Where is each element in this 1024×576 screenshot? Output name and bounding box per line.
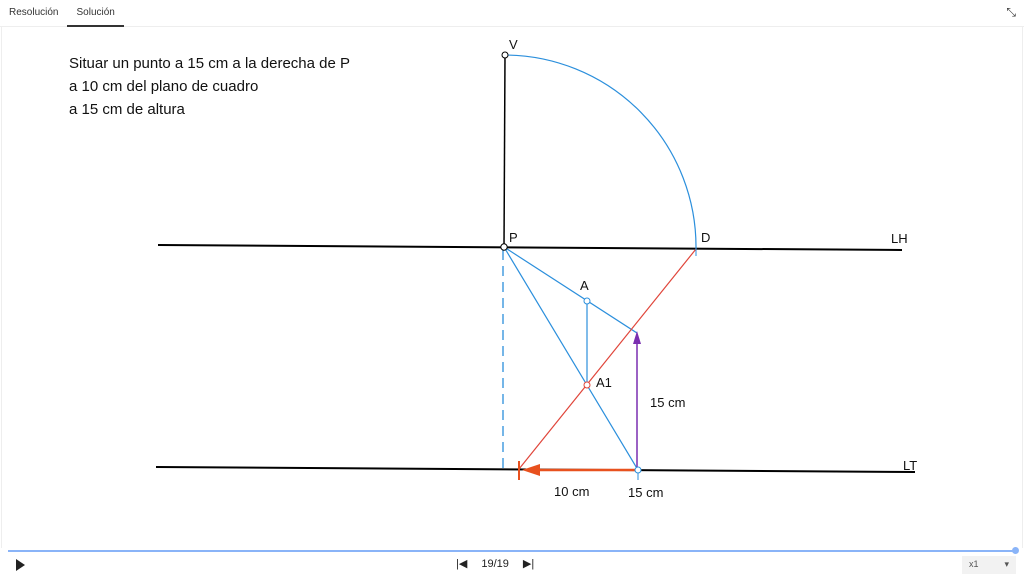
arrow-height-head bbox=[633, 331, 641, 344]
point-v bbox=[501, 51, 509, 59]
point-a bbox=[583, 297, 591, 305]
line-d-red bbox=[518, 248, 697, 470]
line-pv bbox=[503, 54, 506, 248]
label-d: D bbox=[701, 230, 710, 245]
progress-handle[interactable] bbox=[1012, 547, 1019, 554]
label-lh: LH bbox=[891, 231, 908, 246]
label-lt: LT bbox=[903, 458, 917, 473]
arrow-depth-head bbox=[522, 464, 540, 476]
tab-solucion[interactable]: Solución bbox=[67, 0, 124, 27]
label-v: V bbox=[509, 37, 518, 52]
line-p-b bbox=[503, 246, 638, 334]
label-a: A bbox=[580, 278, 589, 293]
label-p: P bbox=[509, 230, 518, 245]
statement-line: a 10 cm del plano de cuadro bbox=[69, 78, 259, 95]
tab-bar: Resolución Solución bbox=[0, 0, 1024, 27]
previous-icon[interactable]: |◀ bbox=[456, 558, 468, 570]
progress-bar[interactable] bbox=[8, 550, 1016, 552]
tab-resolucion[interactable]: Resolución bbox=[9, 7, 59, 18]
canvas-frame bbox=[1, 27, 1023, 548]
next-icon[interactable]: ▶| bbox=[522, 558, 535, 570]
point-c bbox=[634, 466, 642, 474]
label-right: 15 cm bbox=[628, 485, 663, 500]
line-lh bbox=[157, 244, 903, 251]
label-depth: 10 cm bbox=[554, 484, 589, 499]
statement-line: Situar un punto a 15 cm a la derecha de … bbox=[69, 55, 351, 72]
arc-vd bbox=[504, 54, 697, 250]
speed-select[interactable]: x1 ▾ bbox=[962, 556, 1016, 574]
label-a1: A1 bbox=[596, 375, 612, 390]
chevron-down-icon: ▾ bbox=[1004, 559, 1009, 569]
play-icon[interactable] bbox=[16, 559, 25, 571]
page-nav: |◀ 19/19 ▶| bbox=[456, 557, 535, 571]
statement-line: a 15 cm de altura bbox=[69, 101, 185, 118]
line-p-c bbox=[503, 246, 639, 471]
point-a1 bbox=[583, 381, 591, 389]
point-p bbox=[500, 243, 508, 251]
problem-statement: Situar un punto a 15 cm a la derecha de … bbox=[69, 52, 350, 121]
collapse-icon[interactable]: ⤡ bbox=[1006, 5, 1016, 19]
label-height: 15 cm bbox=[650, 395, 685, 410]
page-counter: 19/19 bbox=[481, 557, 509, 570]
speed-value: x1 bbox=[969, 559, 979, 569]
